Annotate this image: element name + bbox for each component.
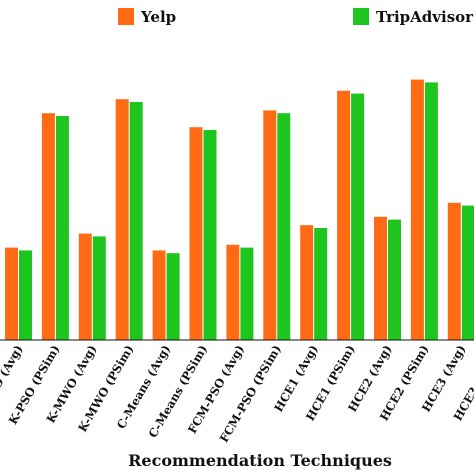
bar-yelp-c-means-avg: [152, 250, 166, 340]
bar-tripadvisor-c-means-psim: [203, 130, 217, 340]
bar-tripadvisor-k-pso-avg: [19, 250, 32, 340]
bar-yelp-hce2-avg: [374, 216, 387, 340]
bar-tripadvisor-hce1-psim: [351, 93, 365, 340]
bar-yelp-k-mwo-avg: [78, 233, 92, 340]
bar-yelp-hce2-psim: [410, 79, 424, 340]
bar-tripadvisor-k-mwo-psim: [129, 102, 143, 340]
bar-yelp-c-means-psim: [189, 127, 203, 340]
bar-tripadvisor-k-mwo-avg: [92, 236, 106, 340]
bar-tripadvisor-hce1-avg: [314, 228, 328, 340]
bar-tripadvisor-k-pso-psim: [55, 116, 69, 340]
bar-yelp-fcm-pso-avg: [226, 244, 240, 340]
bar-yelp-hce1-avg: [300, 225, 314, 340]
legend-swatch-tripadvisor: [353, 8, 369, 25]
legend: Yelp TripAdvisor: [118, 8, 474, 26]
legend-label-tripadvisor: TripAdvisor: [376, 8, 474, 26]
bar-yelp-k-pso-psim: [41, 113, 55, 340]
x-tick-labels: K-PSO (Avg)K-PSO (PSim)K-MWO (Avg)K-MWO …: [0, 343, 474, 445]
bar-tripadvisor-hce3-avg: [461, 205, 474, 340]
bar-tripadvisor-hce2-psim: [424, 82, 438, 341]
bar-tripadvisor-fcm-pso-psim: [277, 113, 291, 340]
bar-yelp-k-mwo-psim: [115, 99, 129, 340]
legend-swatch-yelp: [118, 8, 134, 25]
bar-tripadvisor-c-means-avg: [166, 253, 180, 340]
bar-yelp-fcm-pso-psim: [263, 110, 277, 341]
bar-yelp-k-pso-avg: [5, 247, 18, 340]
bar-yelp-hce1-psim: [337, 90, 351, 340]
x-axis-title: Recommendation Techniques: [128, 451, 392, 470]
bar-tripadvisor-fcm-pso-avg: [240, 247, 254, 340]
bars: [5, 79, 474, 341]
bar-yelp-hce3-avg: [447, 202, 461, 340]
bar-tripadvisor-hce2-avg: [388, 219, 401, 340]
legend-label-yelp: Yelp: [140, 8, 176, 26]
